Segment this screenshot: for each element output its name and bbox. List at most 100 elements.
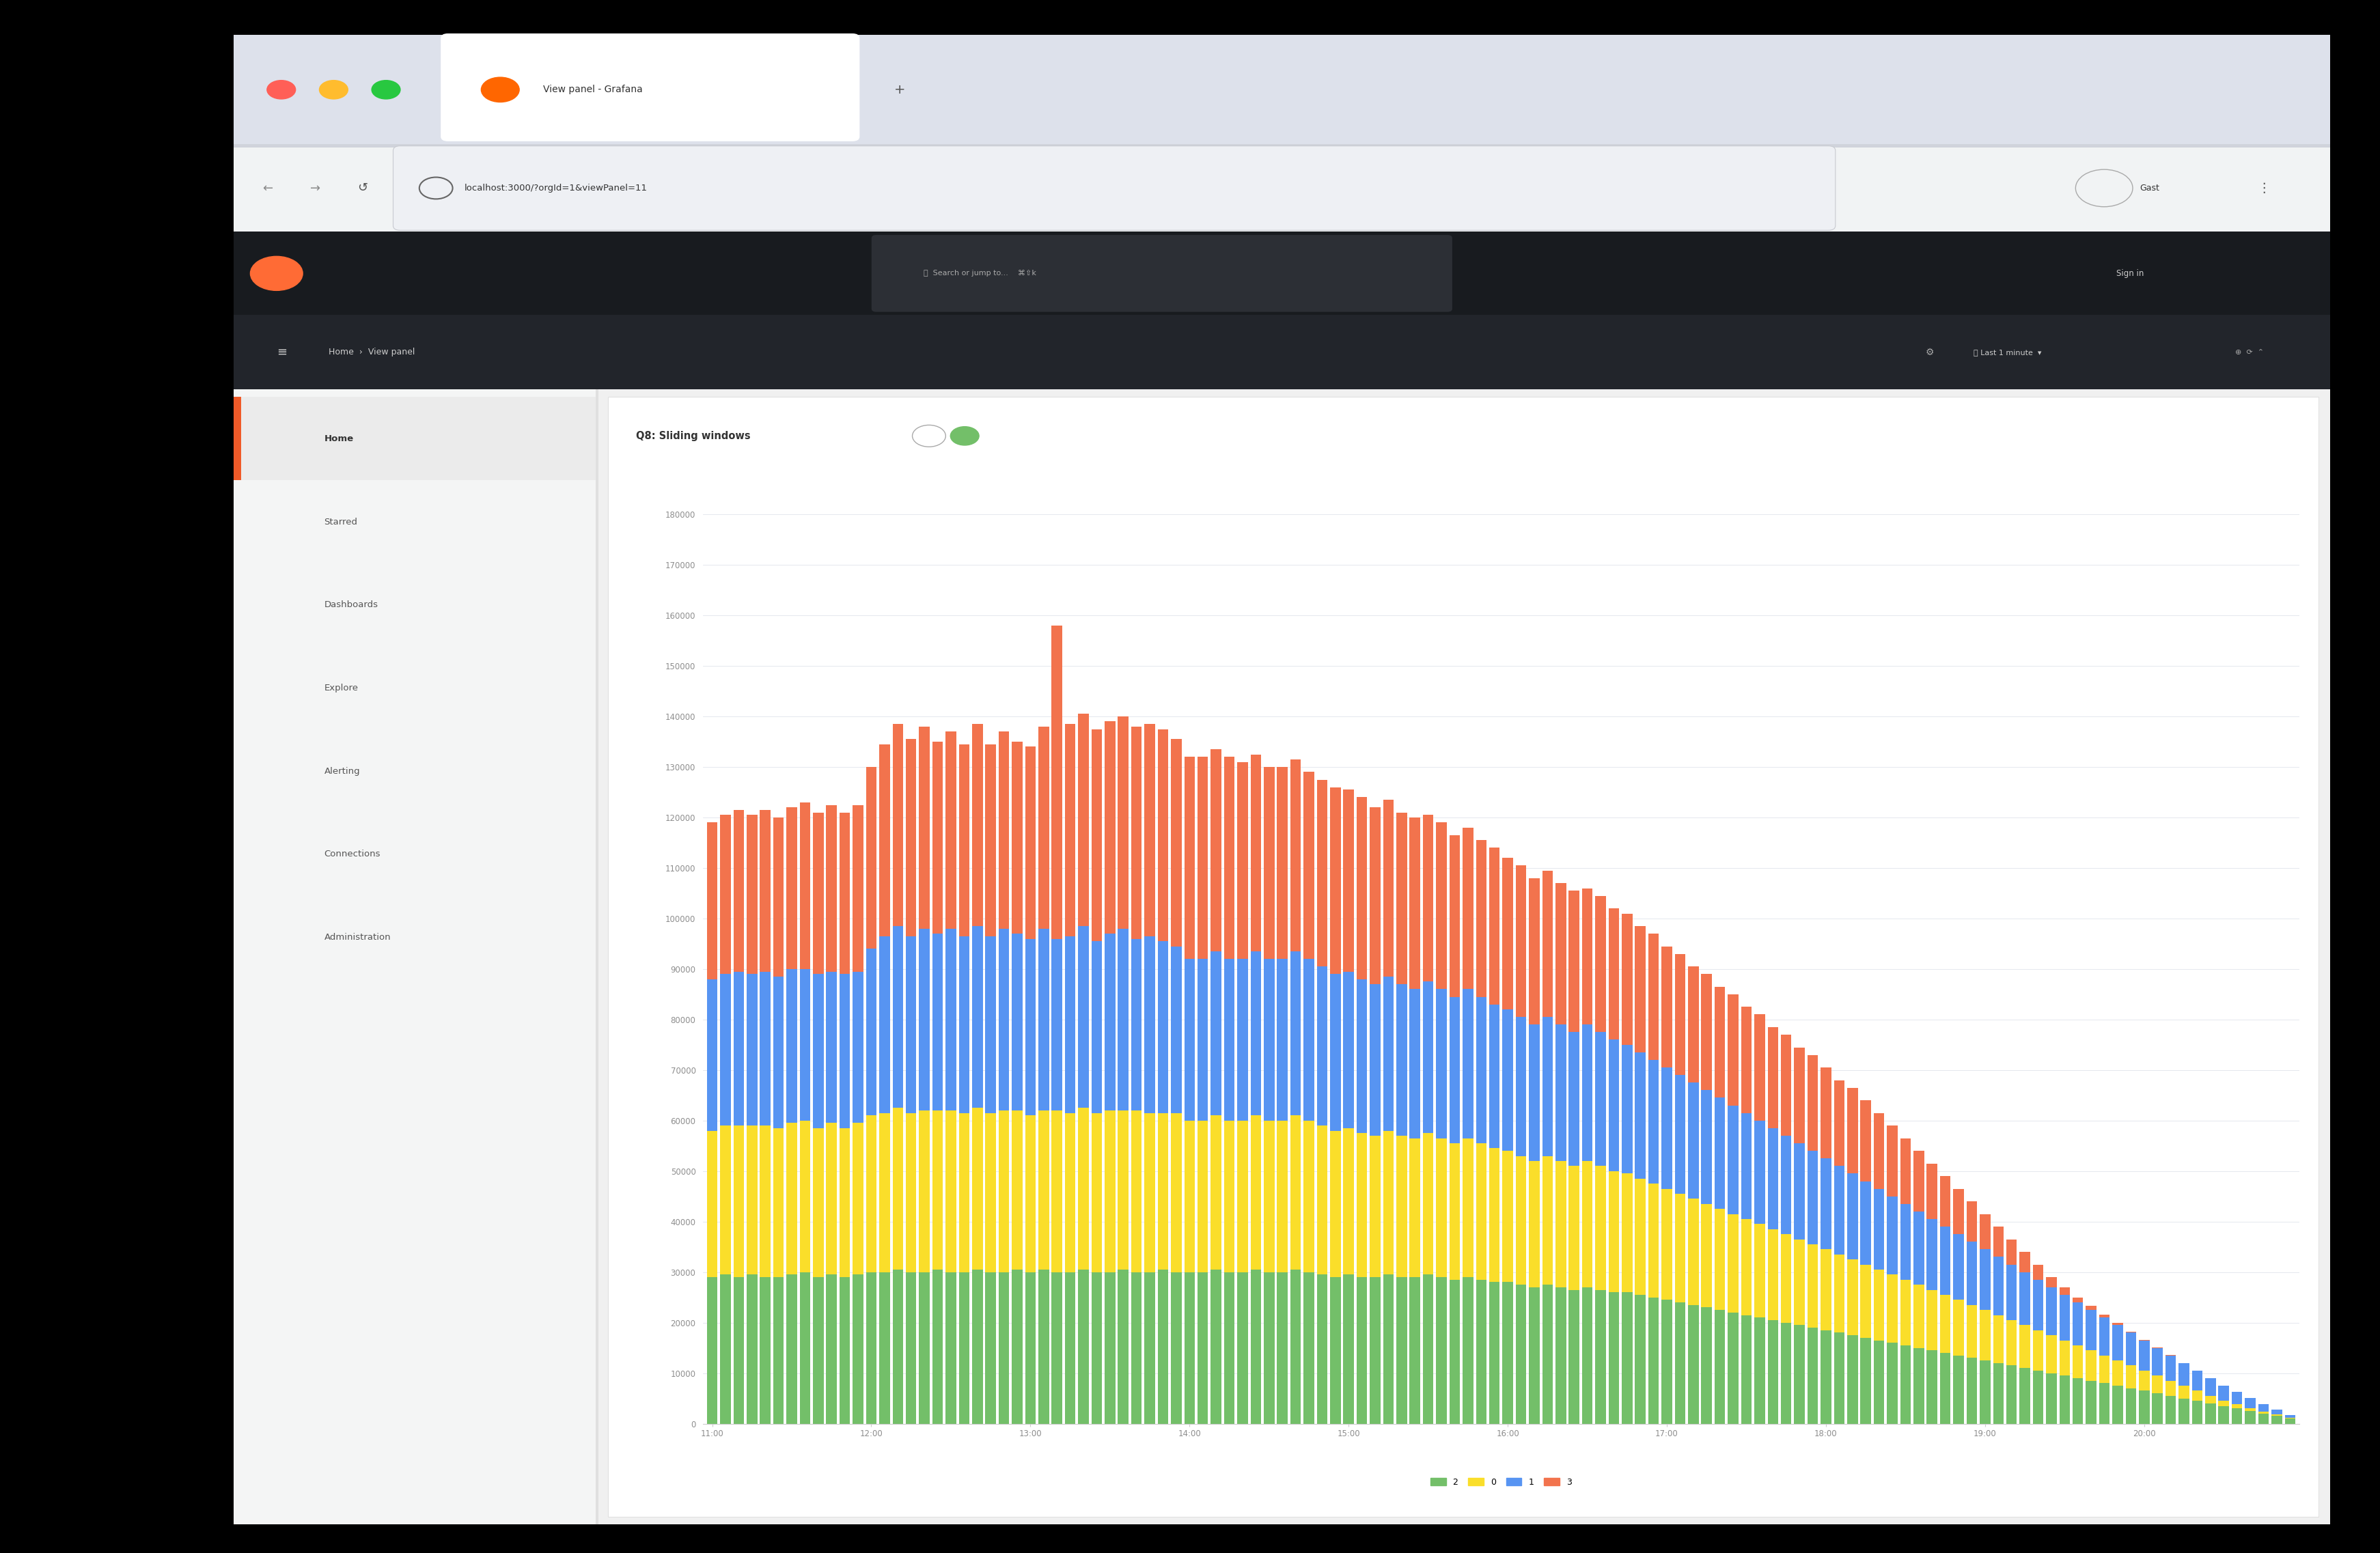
Bar [1742,1114,1752,1219]
Text: →: → [309,182,321,194]
Bar [1371,1135,1380,1277]
Bar [2047,1373,2056,1424]
Bar [800,969,809,1121]
Bar [1026,1272,1035,1424]
Bar [1157,941,1169,1114]
Bar [759,1277,771,1424]
Bar [1464,1277,1473,1424]
Bar [1861,1264,1871,1337]
Bar [1092,941,1102,1114]
Circle shape [267,81,295,99]
Bar [233,315,2330,390]
Bar [1821,1067,1830,1159]
Bar [1290,1269,1302,1424]
Bar [1316,1275,1328,1424]
Bar [2259,1412,2268,1413]
Bar [1940,1295,1952,1353]
Bar [840,1277,850,1424]
Bar [1250,952,1261,1115]
Text: ≡: ≡ [276,346,288,359]
Bar [2021,1325,2030,1368]
Bar [2140,1371,2149,1391]
Bar [233,398,595,480]
Bar [1092,1272,1102,1424]
Bar [959,1114,969,1272]
Bar [1316,966,1328,1126]
Bar [1621,913,1633,1045]
Bar [2232,1391,2242,1404]
Bar [2073,1345,2082,1378]
Bar [971,724,983,926]
Bar [1780,1135,1792,1235]
Bar [1661,1067,1673,1188]
Bar [1092,728,1102,941]
Text: Dashboards: Dashboards [324,601,378,609]
Bar [1516,1284,1526,1424]
Bar [1012,742,1023,933]
Bar [607,398,2318,1517]
Bar [1449,1143,1459,1280]
Bar [2006,1365,2016,1424]
Bar [707,823,716,978]
Bar [971,1107,983,1269]
Bar [1568,1166,1580,1289]
Bar [721,1126,731,1275]
Bar [933,1269,942,1424]
Bar [2125,1388,2137,1424]
Bar [1702,1090,1711,1204]
Text: ⋮: ⋮ [2256,182,2271,194]
Bar [933,933,942,1110]
Bar [1383,1275,1395,1424]
Bar [1078,1107,1088,1269]
Bar [826,1123,838,1275]
Bar [1092,1114,1102,1272]
Bar [907,936,916,1114]
Bar [233,398,240,480]
Bar [1954,1235,1964,1300]
Bar [866,949,876,1115]
Bar [2033,1371,2044,1424]
Bar [2192,1371,2202,1391]
Bar [1038,727,1050,929]
Bar [1687,1305,1699,1424]
Bar [2271,1416,2282,1424]
Bar [1278,1121,1288,1272]
Bar [1185,958,1195,1121]
Bar [1502,1283,1514,1424]
Bar [1185,1121,1195,1272]
Bar [866,1272,876,1424]
Bar [759,1126,771,1277]
Bar [852,1123,864,1275]
Bar [1435,1277,1447,1424]
Bar [2073,1297,2082,1303]
Bar [1342,972,1354,1127]
Bar [1423,1275,1433,1424]
Bar [1676,1194,1685,1303]
Bar [2099,1384,2109,1424]
Bar [1423,815,1433,981]
Bar [1064,724,1076,936]
Bar [1992,1256,2004,1315]
Bar [1464,989,1473,1138]
Bar [2033,1331,2044,1371]
Bar [2021,1252,2030,1272]
Bar [878,1114,890,1272]
Bar [1238,1272,1247,1424]
Bar [1873,1188,1885,1269]
Bar [919,1110,931,1272]
Bar [2192,1401,2202,1424]
Bar [759,972,771,1126]
Bar [1264,767,1273,958]
Bar [1145,724,1154,936]
Bar [1635,926,1645,1053]
Bar [1104,1272,1116,1424]
Bar [1516,1017,1526,1155]
Bar [774,1277,783,1424]
Bar [1649,1297,1659,1424]
Bar [2178,1398,2190,1424]
Bar [1371,808,1380,985]
Bar [1835,1255,1845,1332]
Bar [2085,1351,2097,1381]
Bar [1542,1155,1552,1284]
Bar [2178,1385,2190,1398]
